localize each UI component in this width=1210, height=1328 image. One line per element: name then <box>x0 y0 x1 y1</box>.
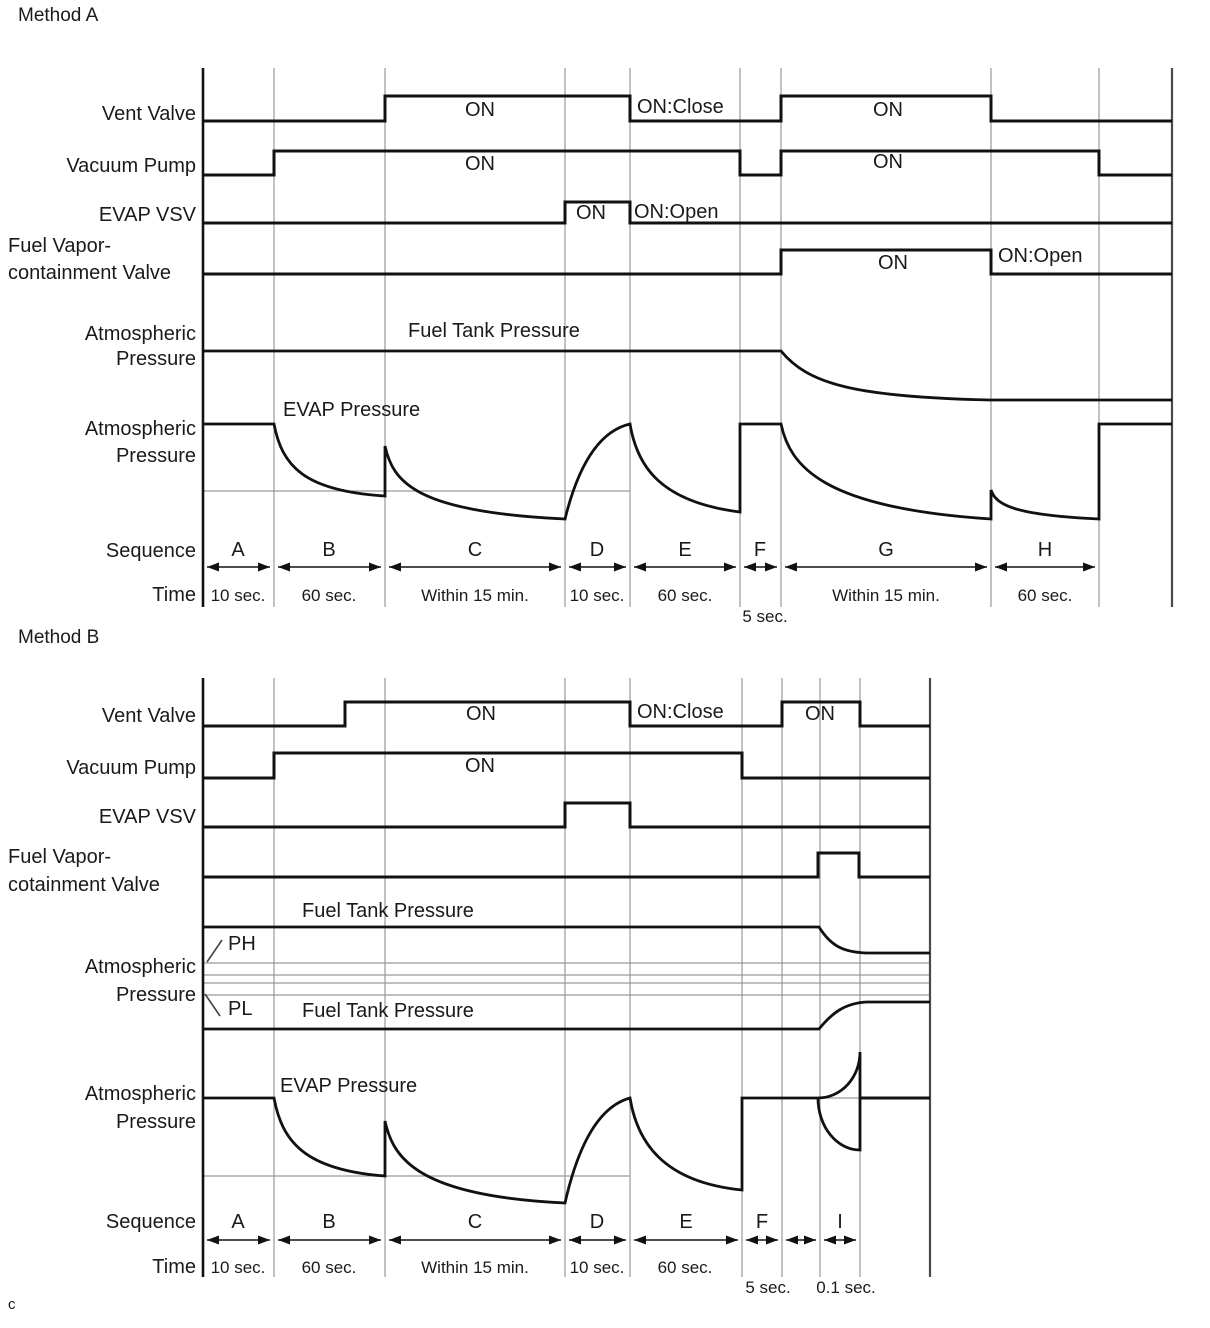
method-b-time-label: Time <box>152 1256 196 1278</box>
method-b-vent-on-2: ON <box>805 703 835 725</box>
method-b-seq-d: D <box>589 1211 605 1233</box>
method-a-fvcv-on-open: ON:Open <box>998 245 1083 267</box>
footer-mark: c <box>8 1296 16 1313</box>
method-a-evap-pressure-label: EVAP Pressure <box>283 399 421 421</box>
method-b-fuel-tank-pressure-upper-trace <box>203 925 930 955</box>
method-a-vacuum-pump-label: Vacuum Pump <box>66 155 196 177</box>
method-a-atmospheric-1-label-line2: Pressure <box>115 348 196 370</box>
method-b-seq-f: F <box>755 1211 769 1233</box>
method-b-vent-valve-trace <box>203 700 930 728</box>
method-b-time-d: 10 sec. <box>569 1258 625 1277</box>
method-b-time-e: 60 sec. <box>657 1258 713 1277</box>
method-b-vacuum-on: ON <box>465 755 495 777</box>
method-b-vacuum-pump-label: Vacuum Pump <box>66 757 196 779</box>
method-b-seq-b: B <box>322 1211 336 1233</box>
method-a-time-c: Within 15 min. <box>421 586 529 605</box>
pl-pointer-slash <box>204 993 221 1017</box>
method-b-atmospheric-2-label-line2: Pressure <box>115 1111 196 1133</box>
method-a-time-h: 60 sec. <box>1017 586 1073 605</box>
method-a-time-e: 60 sec. <box>657 586 713 605</box>
method-a-vent-on-close: ON:Close <box>637 96 724 118</box>
method-a-seq-g: G <box>878 539 894 561</box>
method-a-fvcv-label-line2: containment Valve <box>8 262 172 284</box>
method-b-evap-vsv-label: EVAP VSV <box>98 806 196 828</box>
method-b-time-i-below: 0.1 sec. <box>816 1278 876 1297</box>
method-b-time-c: Within 15 min. <box>421 1258 529 1277</box>
method-b-gridlines <box>203 678 930 1277</box>
method-a-vent-on-2: ON <box>873 99 903 121</box>
method-a-sequence-label: Sequence <box>105 540 196 562</box>
method-b-ph-label: PH <box>228 933 256 955</box>
method-a-vacuum-on-2: ON <box>873 151 903 173</box>
method-a-vent-on-1: ON <box>465 99 495 121</box>
method-a-time-label: Time <box>152 584 196 606</box>
method-a-fuel-tank-pressure-label: Fuel Tank Pressure <box>408 320 580 342</box>
method-b-title: Method B <box>18 627 100 648</box>
method-b-vent-valve-label: Vent Valve <box>101 705 196 727</box>
method-b-fuel-tank-pressure-upper-label: Fuel Tank Pressure <box>302 900 474 922</box>
method-a-vent-valve-label: Vent Valve <box>101 103 196 125</box>
method-b-time-f-below: 5 sec. <box>745 1278 791 1297</box>
method-a-title: Method A <box>18 5 99 26</box>
method-b-vent-on-1: ON <box>466 703 496 725</box>
method-a-seq-e: E <box>678 539 692 561</box>
method-a-fvcv-label-line1: Fuel Vapor- <box>8 235 112 257</box>
method-b-seq-a: A <box>231 1211 245 1233</box>
method-b-evap-pressure-label: EVAP Pressure <box>280 1075 418 1097</box>
method-b-atmospheric-1-label-line1: Atmospheric <box>84 956 196 978</box>
method-b-pl-label: PL <box>228 998 253 1020</box>
method-a-fuel-tank-pressure-trace <box>203 349 1172 402</box>
method-b-fvcv-label-line1: Fuel Vapor- <box>8 846 112 868</box>
ph-pointer-slash <box>206 939 223 963</box>
method-a-seq-b: B <box>322 539 336 561</box>
method-a-time-f-below: 5 sec. <box>742 607 788 626</box>
method-a-fvcv-on: ON <box>878 252 908 274</box>
method-b-evap-vsv-trace <box>203 801 930 829</box>
method-b-sequence-label: Sequence <box>105 1211 196 1233</box>
method-a-time-d: 10 sec. <box>569 586 625 605</box>
method-a-evap-pressure-trace <box>203 422 1172 521</box>
method-a-time-g: Within 15 min. <box>832 586 940 605</box>
method-a-traces <box>203 94 1172 521</box>
method-b-time-a: 10 sec. <box>210 1258 266 1277</box>
method-a-evap-vsv-on-open: ON:Open <box>634 201 719 223</box>
method-a-seq-d: D <box>589 539 605 561</box>
method-b-vent-on-close: ON:Close <box>637 701 724 723</box>
method-b-fuel-tank-pressure-lower-trace <box>203 1000 930 1031</box>
method-b-seq-i: I <box>837 1211 843 1233</box>
method-a-atmospheric-2-label-line1: Atmospheric <box>84 418 196 440</box>
method-a-evap-vsv-on: ON <box>576 202 606 224</box>
method-a-seq-h: H <box>1037 539 1053 561</box>
method-a-seq-f: F <box>753 539 767 561</box>
method-b-fvcv-label-line2: cotainment Valve <box>8 874 160 896</box>
method-b-fvcv-trace <box>203 851 930 879</box>
method-b-fuel-tank-pressure-lower-label: Fuel Tank Pressure <box>302 1000 474 1022</box>
method-b-atmospheric-1-label-line2: Pressure <box>115 984 196 1006</box>
method-a-seq-a: A <box>231 539 245 561</box>
method-b-evap-pressure-trace <box>203 1096 818 1205</box>
method-a-vent-valve-trace <box>203 94 1172 123</box>
method-a-vacuum-pump-trace <box>203 149 1172 177</box>
method-a-evap-vsv-label: EVAP VSV <box>98 204 196 226</box>
method-a-atmospheric-1-label-line1: Atmospheric <box>84 323 196 345</box>
method-b-traces <box>203 700 930 1205</box>
method-b-pointer-slashes <box>204 939 223 1017</box>
method-a-fvcv-trace <box>203 248 1172 276</box>
method-a-gridlines <box>203 68 1100 607</box>
method-b-seq-e: E <box>679 1211 693 1233</box>
method-b-time-b: 60 sec. <box>301 1258 357 1277</box>
method-a-time-b: 60 sec. <box>301 586 357 605</box>
method-b-vacuum-pump-trace <box>203 751 930 780</box>
method-a-seq-c: C <box>467 539 483 561</box>
method-a-evap-vsv-trace <box>203 200 1172 225</box>
method-b-seq-c: C <box>467 1211 483 1233</box>
method-a-atmospheric-2-label-line2: Pressure <box>115 445 196 467</box>
method-a-vacuum-on-1: ON <box>465 153 495 175</box>
method-b-atmospheric-2-label-line1: Atmospheric <box>84 1083 196 1105</box>
method-b-evap-pressure-bulge <box>816 1051 862 1152</box>
method-a-time-a: 10 sec. <box>210 586 266 605</box>
